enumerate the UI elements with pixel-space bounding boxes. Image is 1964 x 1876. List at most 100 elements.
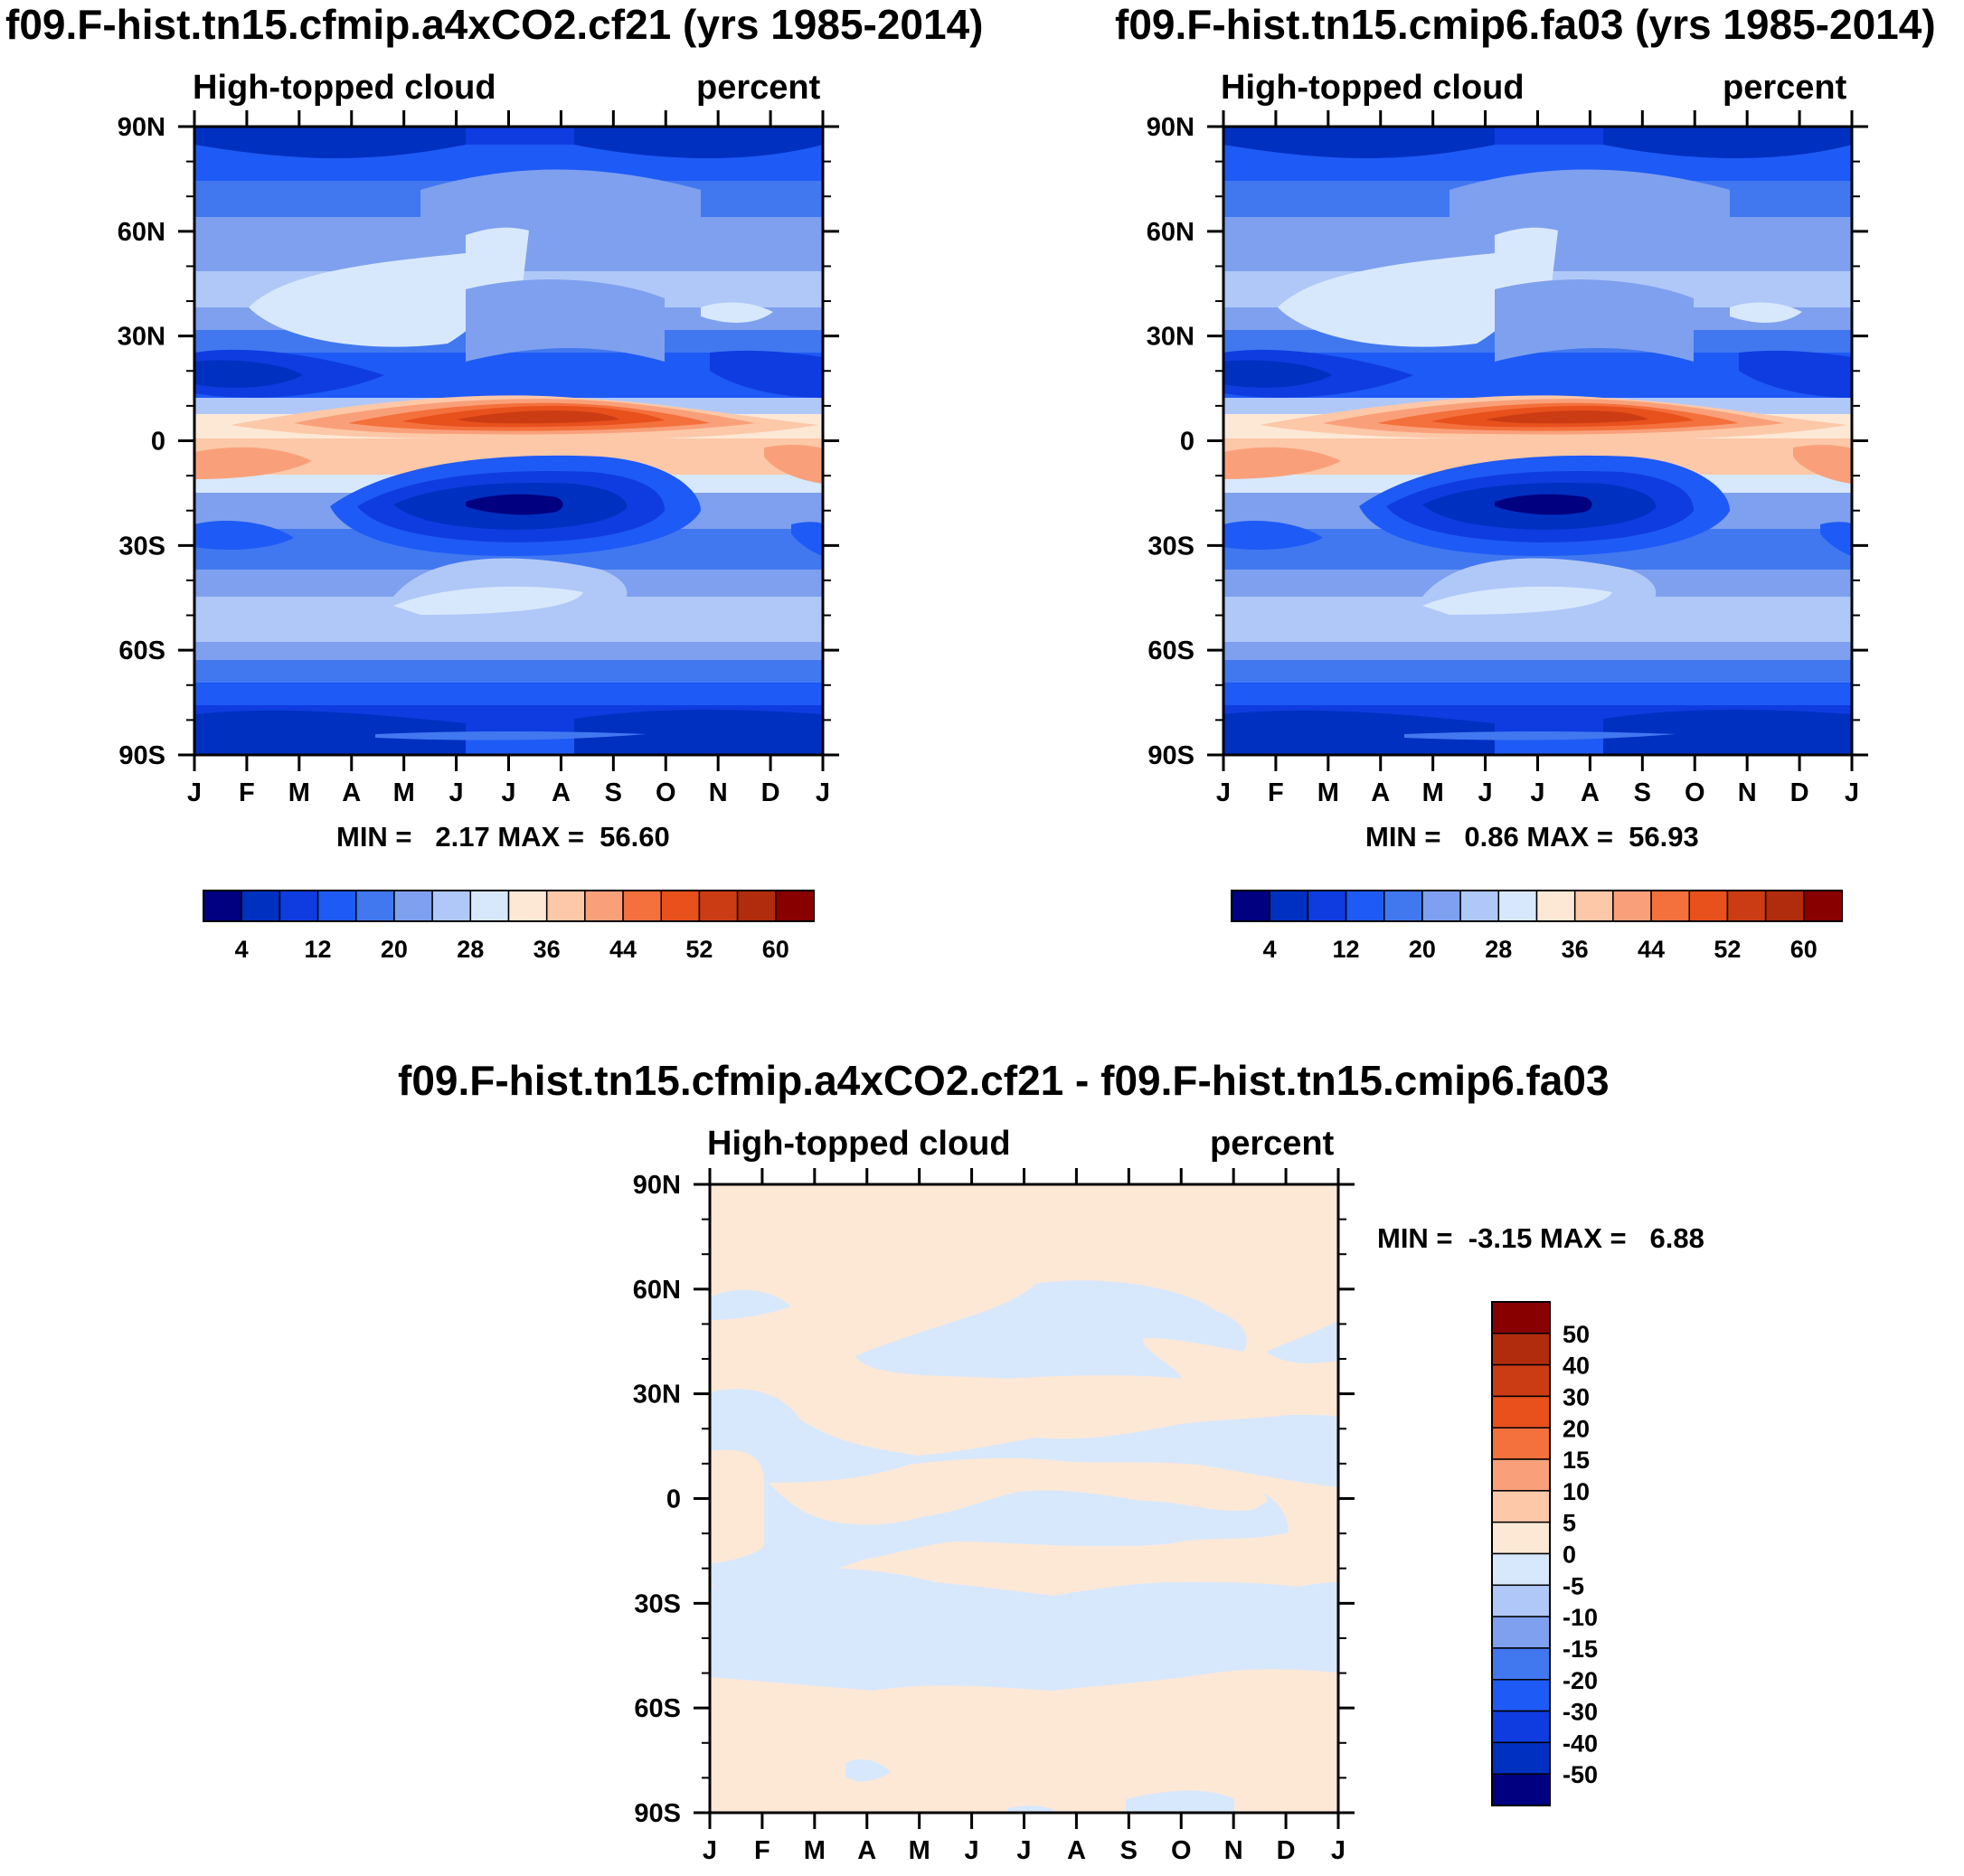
- panel3-x-tick-label: A: [1067, 1836, 1086, 1865]
- panel1-contour-field: [194, 127, 823, 755]
- panel3-colorbar-label: -30: [1563, 1699, 1598, 1726]
- panel2-x-tick-label: J: [1845, 778, 1859, 807]
- panel3-colorbar-label: 0: [1563, 1541, 1576, 1569]
- panel3-colorbar-swatch: [1491, 1333, 1551, 1366]
- panel1-x-tick-label: J: [501, 778, 515, 807]
- panel1-y-tick-label: 90N: [118, 113, 165, 142]
- panel1-colorbar-swatch: [279, 890, 319, 922]
- panel2-x-tick-label: A: [1371, 778, 1390, 807]
- panel2-colorbar-swatch: [1803, 890, 1843, 922]
- panel1-x-tick-label: M: [393, 778, 415, 807]
- panel3-colorbar-label: -50: [1563, 1761, 1598, 1788]
- panel2-colorbar-swatch: [1764, 890, 1805, 922]
- panel3-colorbar-label: -15: [1563, 1636, 1598, 1663]
- panel3-colorbar-swatch: [1491, 1741, 1551, 1775]
- panel2-y-tick-label: 30S: [1147, 532, 1194, 561]
- panel3-x-tick-label: M: [804, 1836, 826, 1865]
- panel1-colorbar-swatch: [469, 890, 510, 922]
- panel1-x-tick-label: N: [709, 778, 728, 807]
- panel3-y-tick-label: 30N: [633, 1381, 681, 1409]
- panel3-contour-field: [710, 1184, 1338, 1813]
- panel1-y-tick-label: 90S: [118, 741, 165, 770]
- panel3-y-tick-label: 60S: [634, 1694, 681, 1723]
- panel2-colorbar-label: 12: [1333, 936, 1360, 963]
- panel2-colorbar-label: 60: [1790, 936, 1818, 963]
- panel1-colorbar-swatch: [622, 890, 662, 922]
- panel2-colorbar-label: 44: [1638, 936, 1665, 963]
- panel1-minmax: MIN = 2.17 MAX = 56.60: [336, 821, 670, 853]
- panel3-colorbar-label: 20: [1563, 1415, 1590, 1442]
- panel3-x-tick-label: J: [1331, 1836, 1346, 1865]
- panel2-contour-field: [1223, 127, 1852, 755]
- panel3-colorbar-swatch: [1491, 1773, 1551, 1806]
- panel3-x-tick-label: N: [1224, 1836, 1243, 1865]
- panel3-colorbar-label: -10: [1563, 1604, 1598, 1631]
- panel1-y-tick-label: 60N: [118, 218, 165, 247]
- panel3-x-tick-label: D: [1277, 1836, 1296, 1865]
- panel1-left-label: High-topped cloud: [193, 69, 496, 107]
- panel3-colorbar-swatch: [1491, 1427, 1551, 1460]
- panel3-title: f09.F-hist.tn15.cfmip.a4xCO2.cf21 - f09.…: [398, 1057, 1610, 1104]
- panel3-x-tick-label: M: [909, 1836, 930, 1865]
- panel1-y-tick-label: 60S: [118, 636, 165, 665]
- panel1-colorbar-swatch: [736, 890, 777, 922]
- panel2-x-tick-label: J: [1216, 778, 1231, 807]
- panel2-x-tick-label: M: [1422, 778, 1444, 807]
- panel2-colorbar-label: 36: [1562, 936, 1589, 963]
- panel3-colorbar-swatch: [1491, 1521, 1551, 1555]
- panel1-colorbar-label: 20: [381, 936, 408, 963]
- panel2-y-tick-label: 0: [1180, 428, 1194, 457]
- panel1-x-tick-label: A: [552, 778, 571, 807]
- panel1-right-label: percent: [696, 69, 821, 107]
- panel3-colorbar-label: -5: [1563, 1572, 1584, 1599]
- panel2-x-tick-label: A: [1581, 778, 1600, 807]
- panel1-colorbar-label: 44: [609, 936, 637, 963]
- panel2-x-tick-label: F: [1268, 778, 1284, 807]
- panel3-colorbar-swatch: [1491, 1490, 1551, 1523]
- panel2-colorbar-swatch: [1612, 890, 1652, 922]
- panel2-x-tick-label: S: [1634, 778, 1651, 807]
- panel3-colorbar-label: 50: [1563, 1321, 1590, 1348]
- panel3-x-tick-label: F: [754, 1836, 770, 1865]
- panel3-colorbar-swatch: [1491, 1458, 1551, 1492]
- panel3-colorbar-swatch: [1491, 1301, 1551, 1334]
- panel2-colorbar-frame: [1231, 890, 1843, 922]
- panel1-x-tick-label: S: [605, 778, 622, 807]
- panel3-y-tick-label: 90S: [634, 1799, 681, 1828]
- panel2-x-tick-label: N: [1738, 778, 1757, 807]
- panel2-left-label: High-topped cloud: [1221, 69, 1525, 107]
- panel1-colorbar-label: 28: [457, 936, 484, 963]
- panel1-colorbar-label: 12: [305, 936, 332, 963]
- panel3-x-tick-label: J: [1016, 1836, 1031, 1865]
- panel3-y-tick-label: 30S: [634, 1589, 681, 1618]
- panel2-colorbar-swatch: [1231, 890, 1270, 922]
- panel3-y-tick-label: 0: [666, 1485, 681, 1514]
- panel2-colorbar-swatch: [1459, 890, 1500, 922]
- panel3-x-tick-label: A: [857, 1836, 876, 1865]
- panel3-left-label: High-topped cloud: [707, 1125, 1011, 1163]
- panel3-colorbar-label: 30: [1563, 1383, 1590, 1410]
- panel2-minmax: MIN = 0.86 MAX = 56.93: [1365, 821, 1699, 853]
- panel1-colorbar-swatch: [355, 890, 395, 922]
- panel2-y-tick-label: 60S: [1147, 636, 1194, 665]
- panel2-y-tick-label: 60N: [1147, 218, 1194, 247]
- panel1-x-tick-label: J: [187, 778, 202, 807]
- panel1-x-tick-label: F: [239, 778, 255, 807]
- panel1-y-tick-label: 30S: [118, 532, 165, 561]
- panel3-colorbar-swatch: [1491, 1679, 1551, 1712]
- panel3-right-label: percent: [1210, 1125, 1335, 1163]
- panel1-x-tick-label: O: [656, 778, 676, 807]
- panel1-colorbar-swatch: [316, 890, 357, 922]
- panel1-colorbar-label: 36: [533, 936, 561, 963]
- panel2-colorbar-label: 20: [1409, 936, 1436, 963]
- panel2-right-label: percent: [1723, 69, 1847, 107]
- panel2-x-tick-label: O: [1685, 778, 1705, 807]
- panel1-y-tick-label: 0: [151, 428, 165, 457]
- panel3-colorbar-frame: [1491, 1301, 1551, 1806]
- panel1-title: f09.F-hist.tn15.cfmip.a4xCO2.cf21 (yrs 1…: [5, 1, 984, 48]
- panel1-colorbar-swatch: [241, 890, 281, 922]
- panel1-x-tick-label: A: [342, 778, 361, 807]
- panel3-colorbar-swatch: [1491, 1647, 1551, 1681]
- panel2-colorbar-swatch: [1573, 890, 1614, 922]
